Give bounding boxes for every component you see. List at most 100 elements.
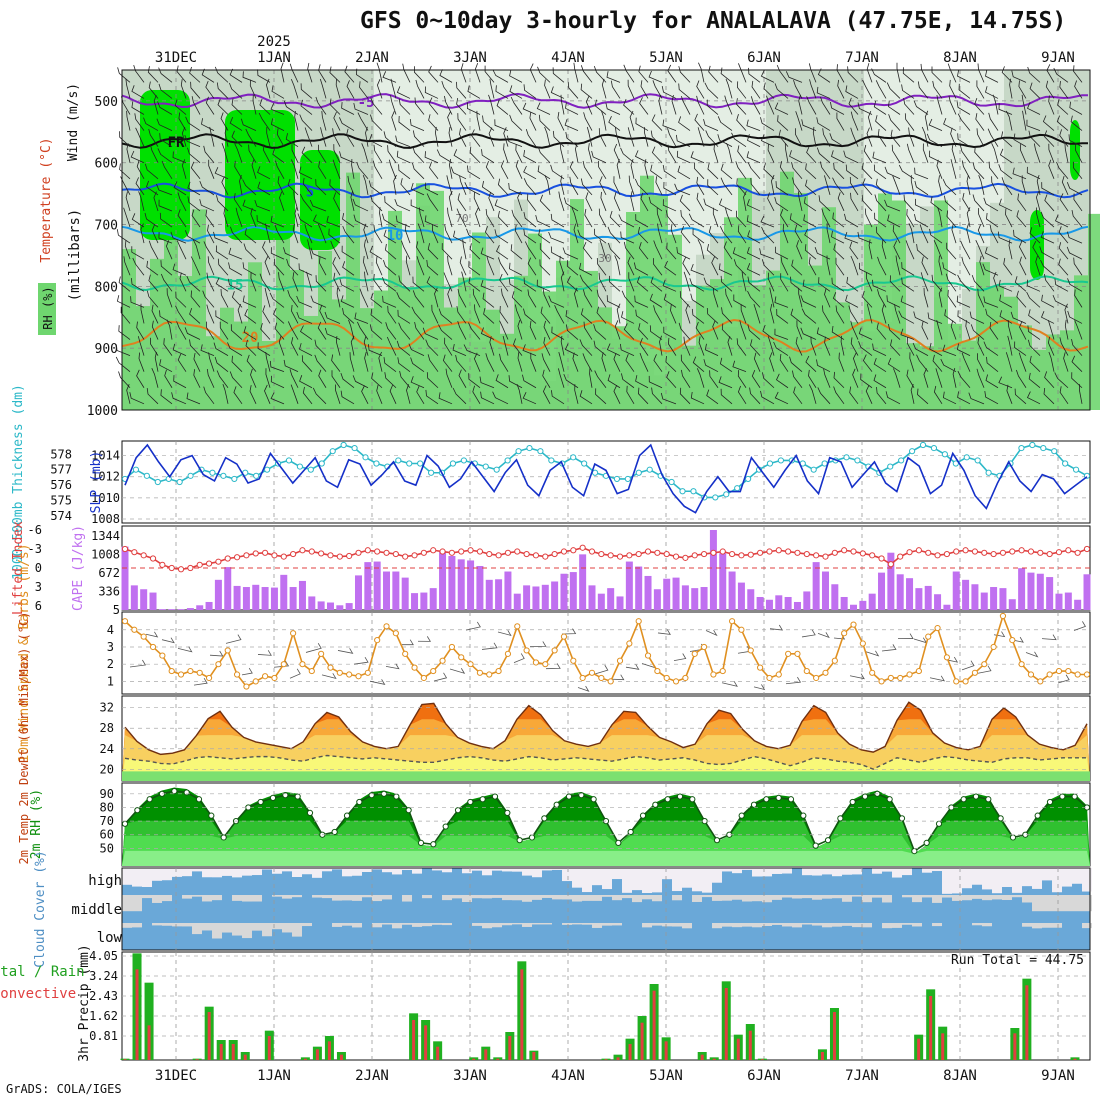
wind-barb bbox=[1067, 310, 1083, 324]
wind-barb bbox=[317, 321, 327, 340]
wind-barb bbox=[509, 69, 523, 83]
wind-barb bbox=[242, 262, 257, 276]
wind-barb bbox=[738, 63, 747, 83]
cloud-cover-cell bbox=[342, 895, 352, 901]
rh2m-marker bbox=[306, 809, 314, 817]
wind-barb bbox=[1044, 371, 1055, 389]
cape-bar bbox=[691, 588, 699, 610]
wind-barb bbox=[264, 256, 271, 276]
thickness-marker bbox=[504, 457, 511, 464]
wind-barb bbox=[893, 240, 901, 260]
wind-barb bbox=[283, 359, 299, 373]
wind-barb bbox=[663, 181, 677, 196]
wind-barb bbox=[884, 166, 901, 180]
cloud-cover-cell bbox=[482, 923, 492, 929]
wind-barb bbox=[831, 277, 845, 292]
wind-barb bbox=[1058, 242, 1069, 260]
cloud-cover-cell bbox=[552, 895, 562, 900]
pressure-tick-label: 500 bbox=[95, 95, 118, 110]
cloud-cover-cell bbox=[842, 923, 852, 926]
cloud-cover-cell bbox=[352, 923, 362, 928]
cloud-cover-cell bbox=[662, 923, 672, 927]
precip-tick-label: 2.43 bbox=[89, 989, 118, 1003]
wind-barb bbox=[909, 352, 915, 372]
wind-barb bbox=[399, 370, 411, 389]
wind-barb bbox=[793, 386, 803, 405]
rh2m-marker bbox=[1071, 793, 1078, 800]
wind-barb bbox=[427, 243, 439, 260]
cloud-cover-cell bbox=[402, 895, 412, 902]
cloud-cover-cell bbox=[232, 923, 242, 936]
wind-barb bbox=[277, 176, 285, 196]
wind-barb bbox=[986, 212, 999, 228]
wind-barb bbox=[774, 296, 789, 308]
cape-bar bbox=[149, 592, 157, 610]
wind-speed-marker bbox=[700, 643, 708, 651]
rh-dry-cell bbox=[948, 70, 962, 359]
top-date-label: 8JAN bbox=[943, 50, 977, 66]
lifted-index-line bbox=[124, 546, 1088, 571]
wind-barb bbox=[1005, 110, 1013, 131]
wind-barb bbox=[376, 62, 383, 83]
lifted-index-marker bbox=[794, 549, 801, 556]
wind-barb bbox=[527, 289, 537, 308]
wind-barb bbox=[464, 182, 481, 196]
wind-barb bbox=[217, 258, 229, 276]
wind-barb bbox=[696, 80, 705, 99]
rh-moist-cell bbox=[584, 270, 598, 410]
wind-barb bbox=[806, 146, 817, 163]
wind-barb bbox=[315, 275, 327, 292]
wind-barb bbox=[666, 371, 677, 389]
wind-barb bbox=[887, 357, 901, 373]
wind-barb bbox=[307, 62, 313, 83]
cloud-cover-cell bbox=[342, 923, 352, 926]
rh-moist-cell bbox=[920, 346, 934, 410]
wind-barb bbox=[872, 279, 887, 292]
wind-barb bbox=[304, 127, 313, 147]
precip-convective-bar bbox=[917, 1038, 921, 1060]
wind-barb bbox=[239, 174, 243, 195]
wind-barb bbox=[133, 64, 145, 83]
cloud-cover-cell bbox=[602, 868, 612, 890]
wind-barb bbox=[517, 191, 523, 212]
wind-barb bbox=[482, 292, 495, 308]
wind-speed-marker bbox=[523, 647, 530, 654]
lifted-index-marker bbox=[710, 549, 717, 556]
wind-barb bbox=[307, 239, 313, 260]
wind-barb bbox=[759, 248, 775, 260]
thickness-marker bbox=[143, 472, 150, 479]
wind-barb bbox=[199, 199, 215, 212]
cape-bar bbox=[821, 571, 829, 610]
cloud-cover-cell bbox=[902, 895, 912, 898]
rh2m-marker bbox=[491, 793, 499, 800]
wind-barb bbox=[999, 294, 1013, 308]
wind-speed-marker bbox=[420, 674, 427, 682]
wind-barb bbox=[275, 160, 285, 179]
wind-barb bbox=[565, 132, 579, 147]
cloud-cover-cell bbox=[242, 895, 252, 902]
wind-barb bbox=[1029, 82, 1041, 99]
wind-barb bbox=[690, 293, 705, 308]
cloud-cover-cell bbox=[132, 923, 142, 928]
cape-axis-label: CAPE (J/kg) bbox=[71, 525, 86, 611]
precip-convective-bar bbox=[207, 1012, 211, 1060]
wind-barb bbox=[485, 160, 495, 180]
wind-barb bbox=[1036, 174, 1041, 195]
wind-barb bbox=[826, 223, 831, 244]
rh-legend-swatch bbox=[38, 283, 56, 335]
wind-barb bbox=[593, 340, 607, 356]
wind-barb bbox=[456, 81, 467, 99]
cloud-cover-cell bbox=[232, 868, 242, 878]
wind-barb bbox=[651, 146, 663, 164]
wind-barb bbox=[537, 66, 551, 83]
cape-bar bbox=[644, 575, 652, 610]
cloud-cover-cell bbox=[462, 895, 472, 902]
wind-barb bbox=[370, 194, 383, 212]
rh-moist-cell bbox=[892, 200, 906, 410]
wind-barb-10m bbox=[625, 664, 640, 670]
wind-barb bbox=[1058, 258, 1069, 276]
wind-barb bbox=[650, 276, 663, 292]
rh2m-marker bbox=[713, 837, 721, 844]
wind-barb bbox=[131, 246, 145, 260]
rh2m-marker bbox=[849, 798, 856, 806]
